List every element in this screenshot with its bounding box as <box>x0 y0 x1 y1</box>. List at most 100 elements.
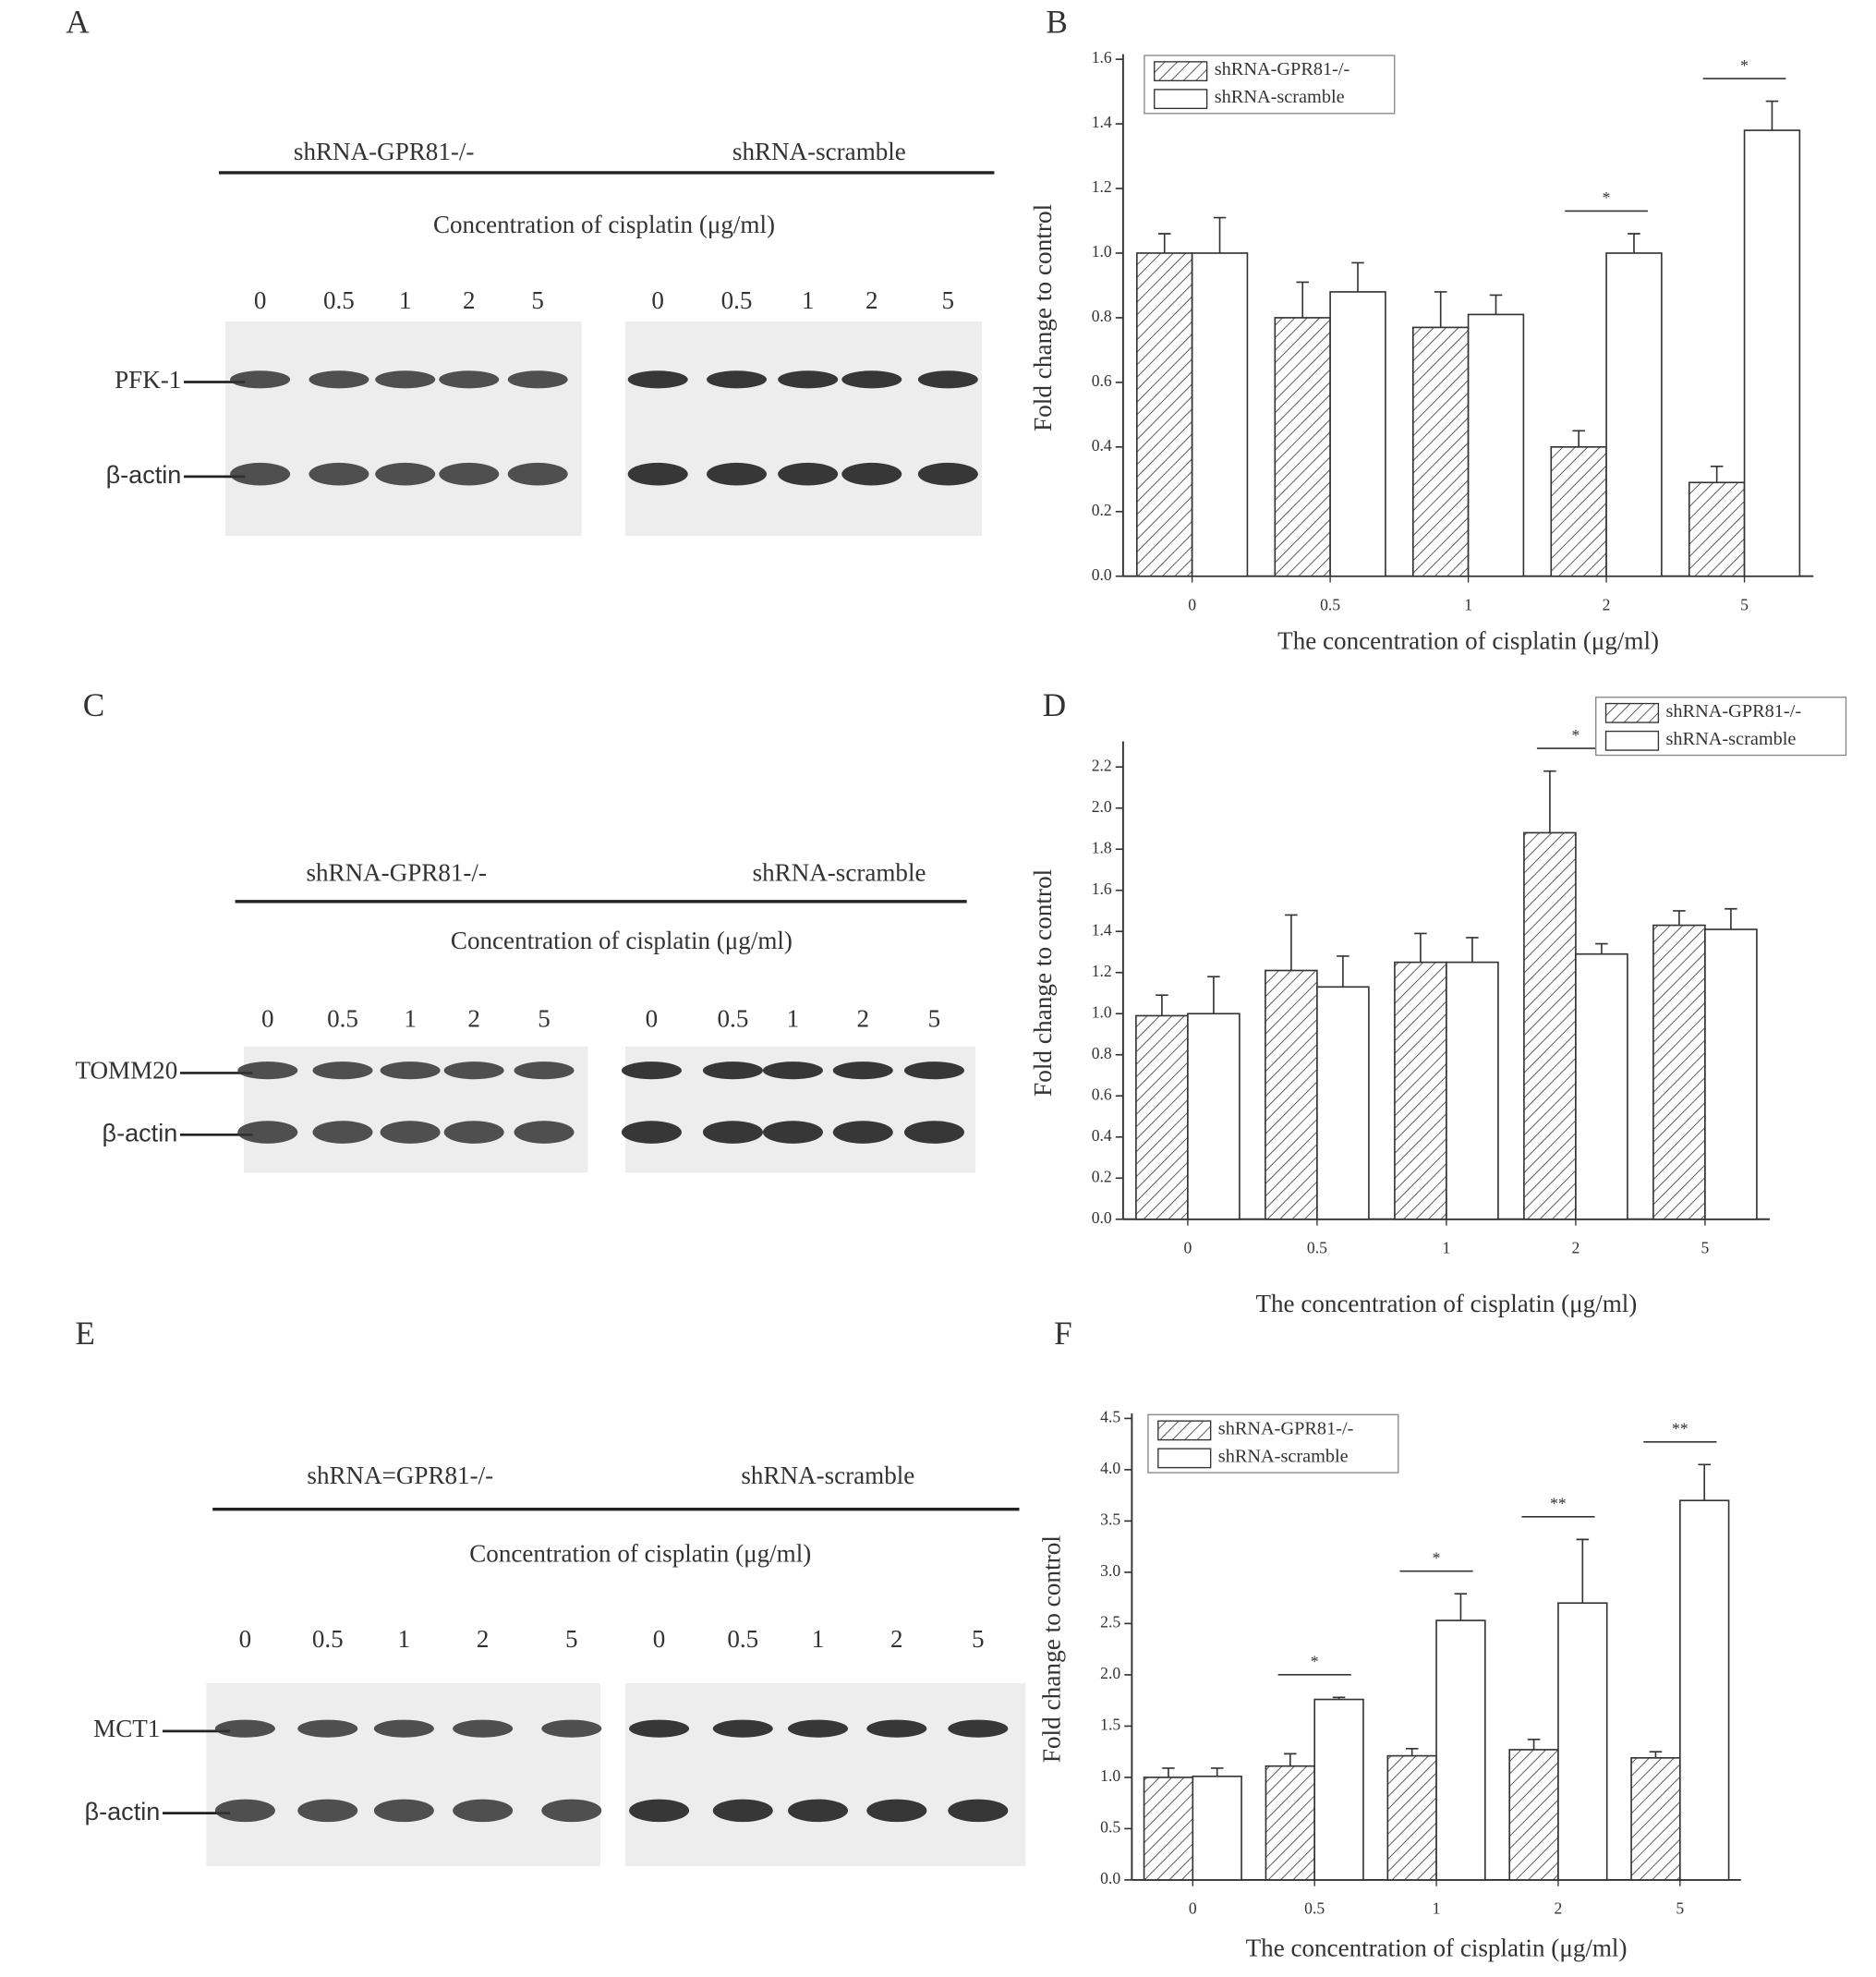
y-tick-label: 2.2 <box>1092 756 1112 774</box>
lane-label: 5 <box>565 1625 578 1653</box>
significance-label: * <box>1572 726 1580 745</box>
error-bar <box>1405 1748 1419 1756</box>
lane-label: 5 <box>531 286 544 314</box>
blot-band <box>627 462 688 486</box>
blot-band <box>541 1719 602 1738</box>
bar <box>1411 326 1470 577</box>
x-axis-label: The concentration of cisplatin (μg/ml) <box>1246 1935 1628 1962</box>
blot-band <box>866 1799 927 1823</box>
blot-band <box>230 370 291 389</box>
y-tick-label: 1.4 <box>1092 113 1112 131</box>
bar <box>1386 1754 1437 1881</box>
blot-band <box>514 1061 575 1080</box>
blot-band <box>373 1719 434 1738</box>
bar <box>1316 986 1370 1220</box>
blot-band <box>375 462 436 486</box>
protein-label: PFK-1 <box>115 366 181 394</box>
bar <box>1523 831 1577 1220</box>
bar <box>1192 1775 1242 1881</box>
blot-band <box>312 1061 373 1080</box>
blot-band <box>903 1121 964 1144</box>
y-tick-label: 1.0 <box>1092 242 1112 261</box>
bar <box>1652 924 1706 1220</box>
blot-band <box>866 1719 927 1738</box>
blot-band <box>514 1121 575 1144</box>
x-tick-label: 1 <box>1433 1899 1441 1918</box>
lane-label: 0.5 <box>312 1625 344 1653</box>
lane-label: 0 <box>646 1005 659 1033</box>
legend-label: shRNA-GPR81-/- <box>1218 1418 1354 1438</box>
blot-band <box>309 462 369 486</box>
lane-label: 2 <box>467 1005 480 1033</box>
blot-band <box>707 462 768 486</box>
bar <box>1508 1749 1559 1881</box>
x-tick-label: 2 <box>1555 1899 1563 1918</box>
legend-label: shRNA-scramble <box>1666 729 1797 749</box>
significance-label: * <box>1740 56 1749 75</box>
bar <box>1135 1014 1189 1220</box>
bar <box>1467 313 1525 577</box>
y-tick-label: 1.6 <box>1092 48 1112 67</box>
legend-swatch <box>1604 702 1660 723</box>
y-tick-label: 1.6 <box>1092 879 1112 898</box>
blot-band <box>507 462 568 486</box>
lane-label: 0.5 <box>721 286 753 314</box>
y-tick-label: 0.8 <box>1092 307 1112 325</box>
legend-swatch <box>1157 1448 1212 1469</box>
blot-band <box>629 1799 690 1823</box>
error-bar <box>1489 294 1503 315</box>
y-tick-label: 0.6 <box>1092 1085 1112 1103</box>
legend-label: shRNA-scramble <box>1218 1446 1349 1466</box>
bar <box>1446 961 1499 1220</box>
y-tick-label: 0.4 <box>1092 436 1112 455</box>
y-tick-label: 3.0 <box>1100 1561 1120 1580</box>
blot-band <box>312 1121 373 1144</box>
bar <box>1136 252 1193 577</box>
y-tick-label: 0.0 <box>1092 565 1112 584</box>
blot-band <box>707 370 768 389</box>
error-bar <box>1698 1463 1711 1501</box>
panel-letter: B <box>1046 4 1067 40</box>
blot-band <box>841 370 902 389</box>
blot-band <box>373 1799 434 1823</box>
protein-label: β-actin <box>103 1118 178 1146</box>
error-bar <box>1157 233 1171 253</box>
bar <box>1550 446 1607 577</box>
significance-label: * <box>1311 1652 1319 1670</box>
blot-band <box>214 1719 275 1738</box>
blot-band <box>443 1061 504 1080</box>
bar <box>1605 252 1663 577</box>
blot-band <box>627 370 688 389</box>
panel-letter: C <box>83 687 104 723</box>
bar <box>1143 1777 1194 1881</box>
blot-band <box>917 370 978 389</box>
x-axis-label: The concentration of cisplatin (μg/ml) <box>1277 626 1659 654</box>
bar <box>1265 969 1318 1220</box>
blot-band <box>453 1799 514 1823</box>
blot-background <box>224 321 582 537</box>
blot-subtitle: Concentration of cisplatin (μg/ml) <box>451 927 793 954</box>
bar <box>1329 291 1386 577</box>
blot-band <box>439 462 500 486</box>
x-tick-label: 2 <box>1572 1239 1580 1257</box>
error-bar <box>1207 976 1220 1014</box>
bar <box>1743 129 1801 577</box>
blot-band <box>541 1799 602 1823</box>
error-bar <box>1765 100 1779 131</box>
error-bar <box>1454 1593 1468 1621</box>
blot-band <box>702 1061 763 1080</box>
blot-band <box>778 370 839 389</box>
x-tick-label: 0 <box>1188 595 1196 613</box>
y-tick-label: 0.2 <box>1092 1167 1112 1185</box>
blot-band <box>237 1061 298 1080</box>
lane-label: 0 <box>239 1625 252 1653</box>
blot-band <box>762 1121 823 1144</box>
blot-band <box>230 462 291 486</box>
blot-band <box>948 1719 1009 1738</box>
blot-background <box>625 1683 1026 1866</box>
blot-background <box>206 1683 600 1866</box>
blot-band <box>917 462 978 486</box>
error-bar <box>1710 465 1724 483</box>
lane-label: 2 <box>856 1005 869 1033</box>
bar <box>1274 317 1331 577</box>
